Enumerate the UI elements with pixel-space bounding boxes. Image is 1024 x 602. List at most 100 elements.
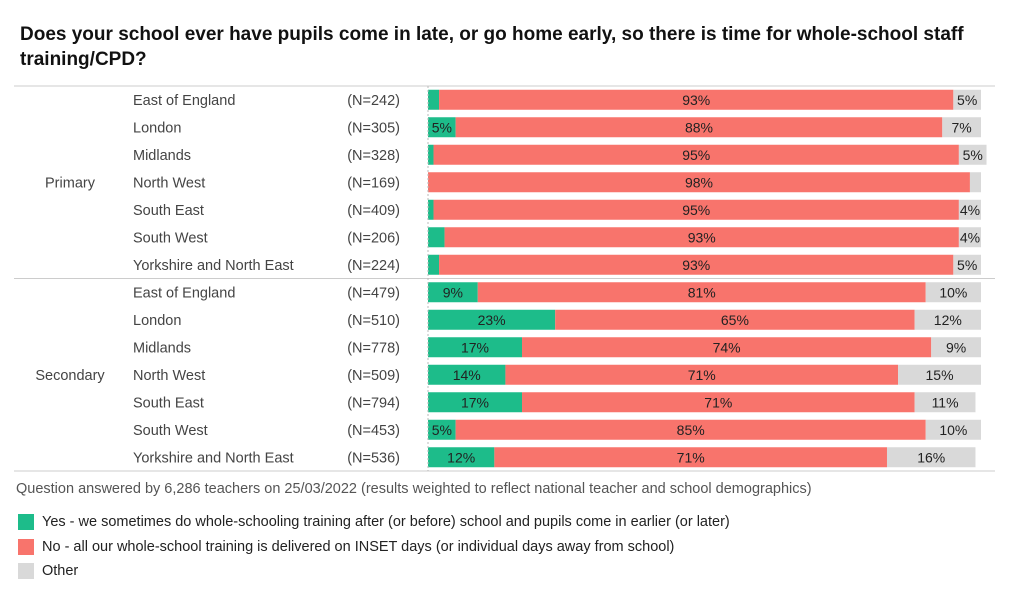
bar-yes <box>428 309 556 330</box>
bar-other <box>958 227 981 248</box>
bar-yes <box>428 337 523 358</box>
data-label-no: 81% <box>688 284 716 300</box>
category-label: East of England <box>133 285 235 301</box>
bar-other <box>914 392 976 413</box>
bar-yes <box>428 282 478 303</box>
data-label-no: 95% <box>682 202 710 218</box>
category-label: London <box>133 120 181 136</box>
bar-no <box>477 282 926 303</box>
legend-label: Yes - we sometimes do whole-schooling tr… <box>42 514 730 530</box>
legend-label: Other <box>42 563 79 579</box>
data-label-yes: 17% <box>461 394 489 410</box>
bar-no <box>428 172 970 193</box>
bar-other <box>958 144 987 165</box>
n-label: (N=409) <box>347 203 400 219</box>
category-label: Midlands <box>133 340 191 356</box>
data-label-no: 65% <box>721 312 749 328</box>
data-label-no: 95% <box>682 147 710 163</box>
legend-swatch-other <box>18 563 34 579</box>
data-label-other: 9% <box>946 339 966 355</box>
data-label-yes: 5% <box>432 119 452 135</box>
bar-other <box>969 172 981 193</box>
n-label: (N=509) <box>347 368 400 384</box>
category-label: Yorkshire and North East <box>133 258 294 274</box>
n-label: (N=794) <box>347 395 400 411</box>
data-label-other: 7% <box>952 119 972 135</box>
chart-title: Does your school ever have pupils come i… <box>20 24 964 70</box>
data-label-other: 12% <box>934 312 962 328</box>
legend-item-other: Other <box>18 563 78 579</box>
data-label-yes: 14% <box>453 367 481 383</box>
bar-yes <box>428 254 440 275</box>
data-label-yes: 12% <box>447 449 475 465</box>
legend-label: No - all our whole-school training is de… <box>42 539 675 555</box>
bar-other <box>925 282 981 303</box>
group-label: Primary <box>45 175 96 191</box>
bar-no <box>455 117 943 138</box>
category-label: North West <box>133 175 205 191</box>
footnote: Question answered by 6,286 teachers on 2… <box>16 481 812 497</box>
bar-other <box>914 309 981 330</box>
bar-no <box>505 364 899 385</box>
data-label-no: 85% <box>677 422 705 438</box>
data-label-no: 93% <box>682 257 710 273</box>
group-label: Secondary <box>35 368 105 384</box>
n-label: (N=510) <box>347 313 400 329</box>
bar-no <box>555 309 915 330</box>
bar-no <box>433 144 959 165</box>
data-label-no: 93% <box>688 229 716 245</box>
data-label-other: 4% <box>960 229 980 245</box>
stacked-bar-chart: East of England (N=242) 93% 5% London (N=305)… <box>14 85 995 472</box>
n-label: (N=479) <box>347 285 400 301</box>
category-label: South West <box>133 423 208 439</box>
data-label-no: 93% <box>682 92 710 108</box>
bar-no <box>455 419 926 440</box>
bar-yes <box>428 364 506 385</box>
bar-no <box>522 337 932 358</box>
data-label-yes: 5% <box>432 422 452 438</box>
n-label: (N=305) <box>347 120 400 136</box>
category-label: East of England <box>133 93 235 109</box>
bar-other <box>953 254 981 275</box>
category-label: South West <box>133 230 208 246</box>
bar-no <box>444 227 959 248</box>
data-label-other: 15% <box>926 367 954 383</box>
n-label: (N=778) <box>347 340 400 356</box>
bar-yes <box>428 419 456 440</box>
legend-item-no: No - all our whole-school training is de… <box>18 539 674 555</box>
bar-other <box>925 419 981 440</box>
bar-other <box>898 364 981 385</box>
bar-other <box>942 117 981 138</box>
bar-other <box>886 447 976 468</box>
data-label-other: 16% <box>917 449 945 465</box>
category-label: South East <box>133 395 204 411</box>
data-label-other: 5% <box>963 147 983 163</box>
n-label: (N=242) <box>347 93 400 109</box>
category-label: North West <box>133 368 205 384</box>
legend-swatch-no <box>18 539 34 555</box>
category-label: South East <box>133 203 204 219</box>
bar-yes <box>428 447 495 468</box>
legend-item-yes: Yes - we sometimes do whole-schooling tr… <box>18 514 730 530</box>
bar-yes <box>428 89 440 110</box>
bar-no <box>522 392 915 413</box>
data-label-other: 10% <box>939 284 967 300</box>
data-label-no: 71% <box>704 394 732 410</box>
data-label-no: 71% <box>688 367 716 383</box>
category-label: London <box>133 313 181 329</box>
bar-yes <box>428 392 523 413</box>
bar-yes <box>428 144 434 165</box>
bar-other <box>931 337 981 358</box>
bar-yes <box>428 117 456 138</box>
bar-other <box>958 199 981 220</box>
data-label-no: 88% <box>685 119 713 135</box>
legend-swatch-yes <box>18 514 34 530</box>
data-label-yes: 23% <box>478 312 506 328</box>
bar-no <box>494 447 887 468</box>
n-label: (N=453) <box>347 423 400 439</box>
data-label-other: 11% <box>932 394 959 410</box>
category-label: Yorkshire and North East <box>133 450 294 466</box>
bar-yes <box>428 199 434 220</box>
data-label-no: 98% <box>685 174 713 190</box>
bar-no <box>439 89 954 110</box>
